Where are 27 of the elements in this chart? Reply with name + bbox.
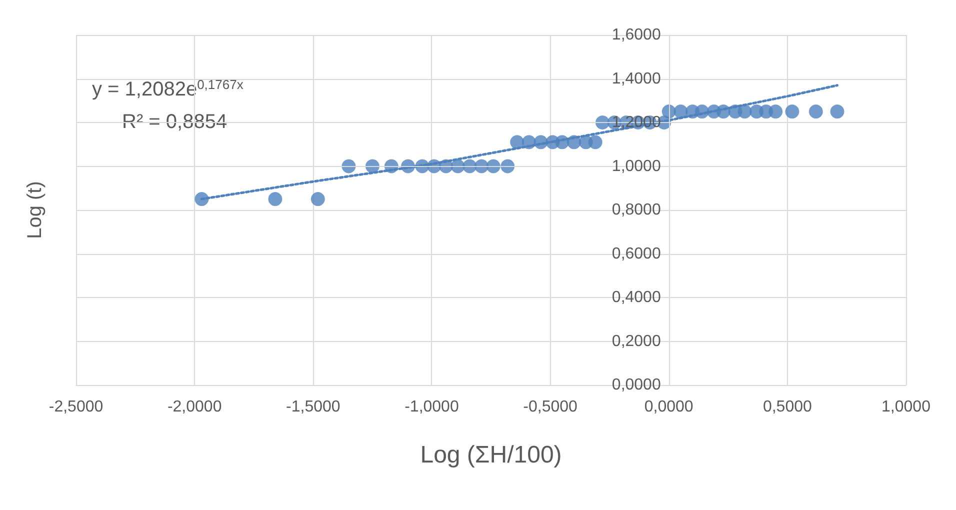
x-tick-label: -1,5000	[286, 398, 340, 416]
y-tick-label: 0,2000	[612, 332, 661, 350]
x-axis-title: Log (ΣH/100)	[420, 442, 562, 468]
point	[500, 159, 515, 174]
y-tick-label: 0,4000	[612, 289, 661, 306]
x-tick-label: -0,5000	[523, 398, 578, 416]
x-tick-label: -1,0000	[404, 398, 459, 416]
y-tick-label: 1,6000	[612, 26, 661, 44]
x-tick-label: -2,5000	[48, 398, 104, 416]
point	[310, 192, 325, 206]
point	[830, 104, 844, 119]
point	[268, 192, 282, 206]
point	[808, 104, 823, 119]
x-tick-label: 1,0000	[882, 398, 931, 416]
y-tick-label: 0,0000	[612, 376, 661, 394]
y-tick-label: 1,0000	[612, 158, 661, 175]
point	[785, 104, 800, 119]
y-axis-title: Log (t)	[24, 181, 46, 239]
point	[768, 104, 783, 119]
y-tick-label: 1,4000	[612, 70, 661, 88]
point	[588, 135, 602, 150]
x-tick-label: 0,5000	[762, 398, 812, 416]
x-tick-label: -2,0000	[167, 398, 222, 416]
y-tick-label: 0,8000	[612, 202, 661, 218]
y-tick-label: 0,6000	[612, 245, 661, 262]
x-tick-label: 0,0000	[644, 398, 694, 416]
point	[342, 159, 356, 174]
